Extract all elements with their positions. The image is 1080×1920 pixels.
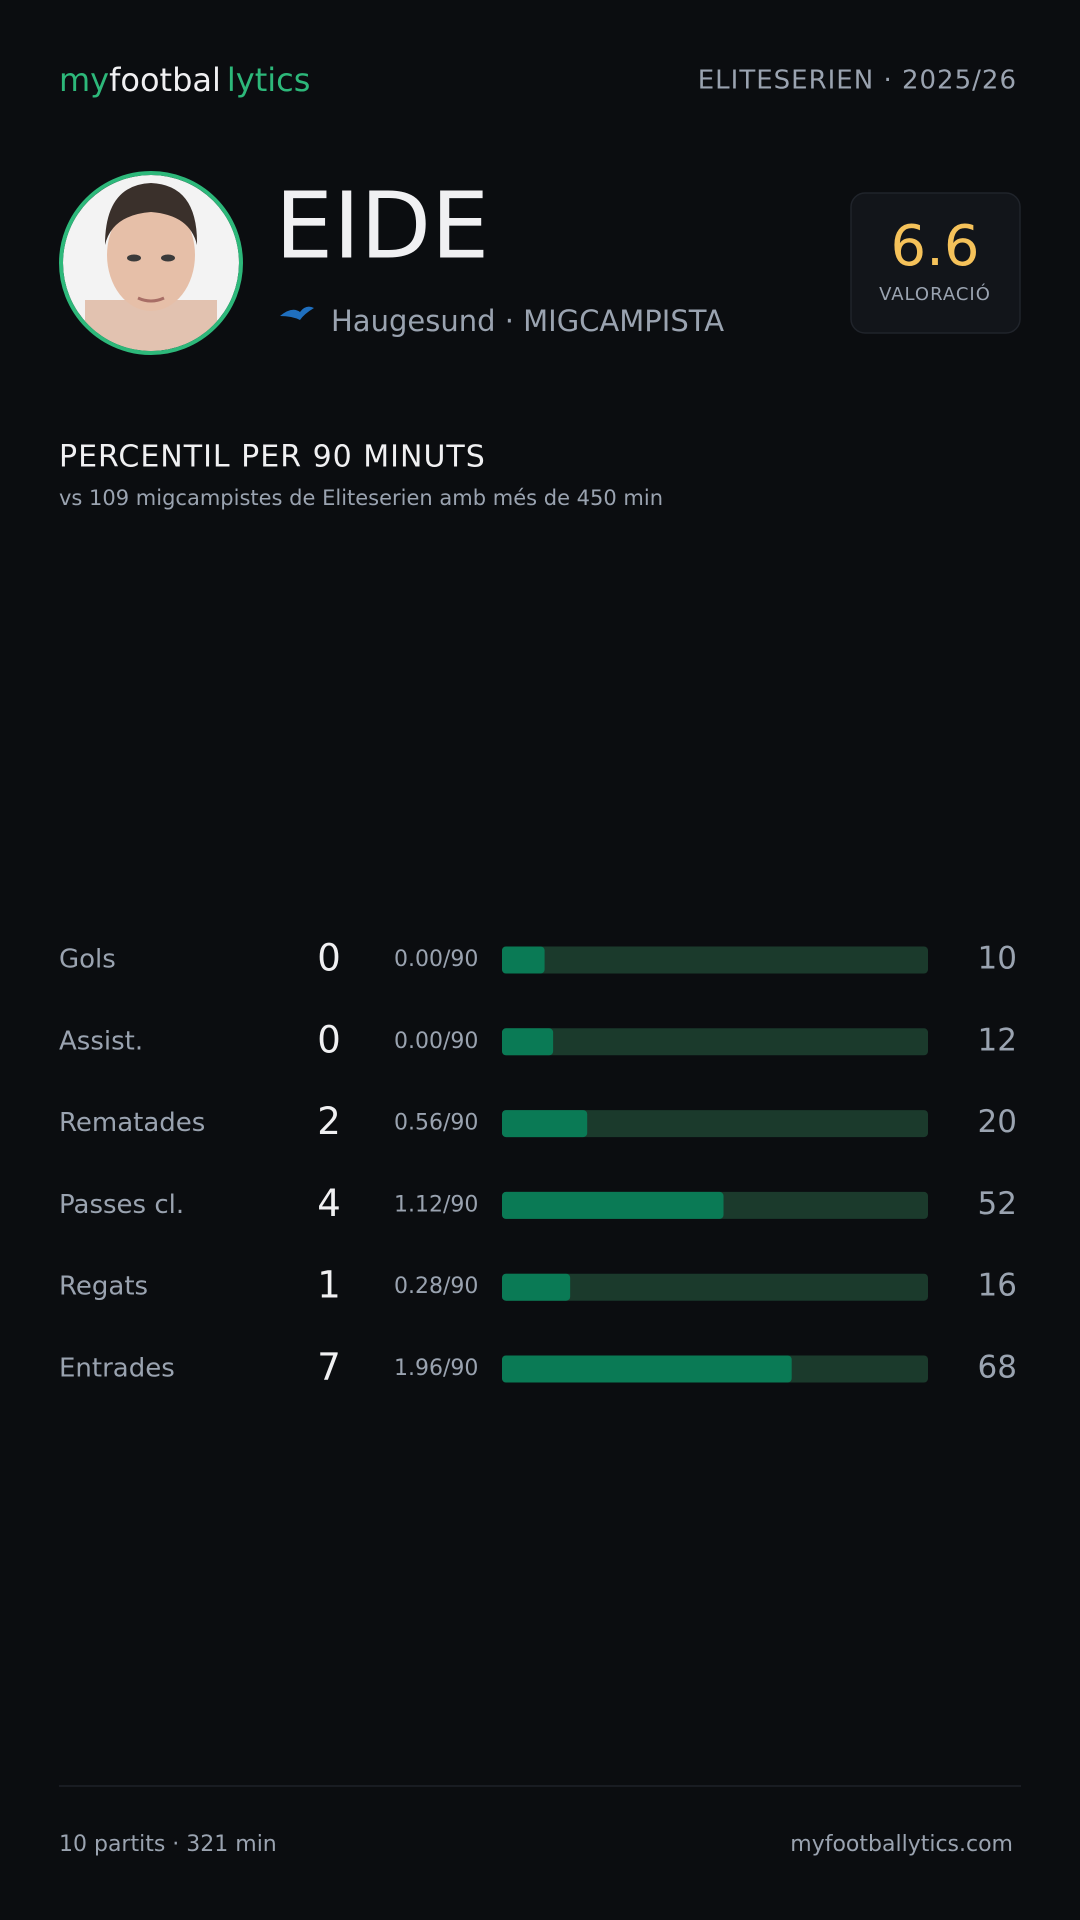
bar bbox=[502, 1110, 588, 1138]
player-name: EIDE bbox=[275, 172, 489, 279]
league: ELITESERIEN · 2025/26 bbox=[698, 66, 1017, 96]
logo-part: footbal bbox=[109, 61, 221, 99]
stat-total: 4 bbox=[317, 1182, 341, 1225]
logo: myfootbal lytics bbox=[59, 61, 310, 99]
section-title: PERCENTIL PER 90 MINUTS bbox=[59, 440, 486, 475]
stat-per90: 0.28/90 bbox=[394, 1274, 478, 1299]
stat-label: Entrades bbox=[59, 1354, 175, 1384]
stat-percentile: 68 bbox=[978, 1350, 1017, 1386]
stat-percentile: 20 bbox=[978, 1104, 1017, 1140]
stat-per90: 1.96/90 bbox=[394, 1356, 478, 1381]
bar bbox=[502, 1355, 792, 1383]
stat-percentile: 52 bbox=[978, 1186, 1017, 1222]
bar bbox=[502, 1273, 571, 1301]
stat-total: 0 bbox=[317, 1018, 341, 1061]
footer-right: myfootballytics.com bbox=[790, 1832, 1013, 1857]
stat-label: Rematades bbox=[59, 1108, 205, 1138]
club-logo bbox=[280, 306, 314, 320]
stat-total: 1 bbox=[317, 1264, 341, 1307]
bar bbox=[502, 1191, 724, 1219]
stat-per90: 1.12/90 bbox=[394, 1192, 478, 1217]
avatar bbox=[59, 171, 243, 355]
stat-per90: 0.00/90 bbox=[394, 947, 478, 972]
bar bbox=[502, 946, 545, 974]
stat-label: Gols bbox=[59, 945, 116, 975]
stat-total: 2 bbox=[317, 1100, 341, 1143]
bar-track bbox=[502, 1273, 928, 1301]
section-subtitle: vs 109 migcampistes de Eliteserien amb m… bbox=[59, 486, 663, 510]
stat-total: 0 bbox=[317, 937, 341, 980]
bar-track bbox=[502, 946, 928, 974]
stat-per90: 0.56/90 bbox=[394, 1111, 478, 1136]
rating-label: VALORACIÓ bbox=[879, 283, 991, 305]
rating: 6.6 bbox=[890, 214, 979, 279]
stat-label: Passes cl. bbox=[59, 1190, 184, 1220]
bar bbox=[502, 1028, 554, 1056]
stat-percentile: 16 bbox=[978, 1268, 1017, 1304]
stat-label: Regats bbox=[59, 1272, 148, 1302]
stat-percentile: 10 bbox=[978, 941, 1017, 977]
club-line: Haugesund · MIGCAMPISTA bbox=[331, 304, 724, 338]
bar-track bbox=[502, 1028, 928, 1056]
stat-percentile: 12 bbox=[978, 1022, 1017, 1058]
stat-per90: 0.00/90 bbox=[394, 1029, 478, 1054]
rating-box bbox=[850, 192, 1021, 334]
stat-total: 7 bbox=[317, 1346, 341, 1389]
footer-left: 10 partits · 321 min bbox=[59, 1832, 277, 1857]
logo-part: lytics bbox=[227, 61, 311, 99]
logo-part: my bbox=[59, 61, 109, 99]
stat-label: Assist. bbox=[59, 1026, 143, 1056]
bar-track bbox=[502, 1110, 928, 1138]
